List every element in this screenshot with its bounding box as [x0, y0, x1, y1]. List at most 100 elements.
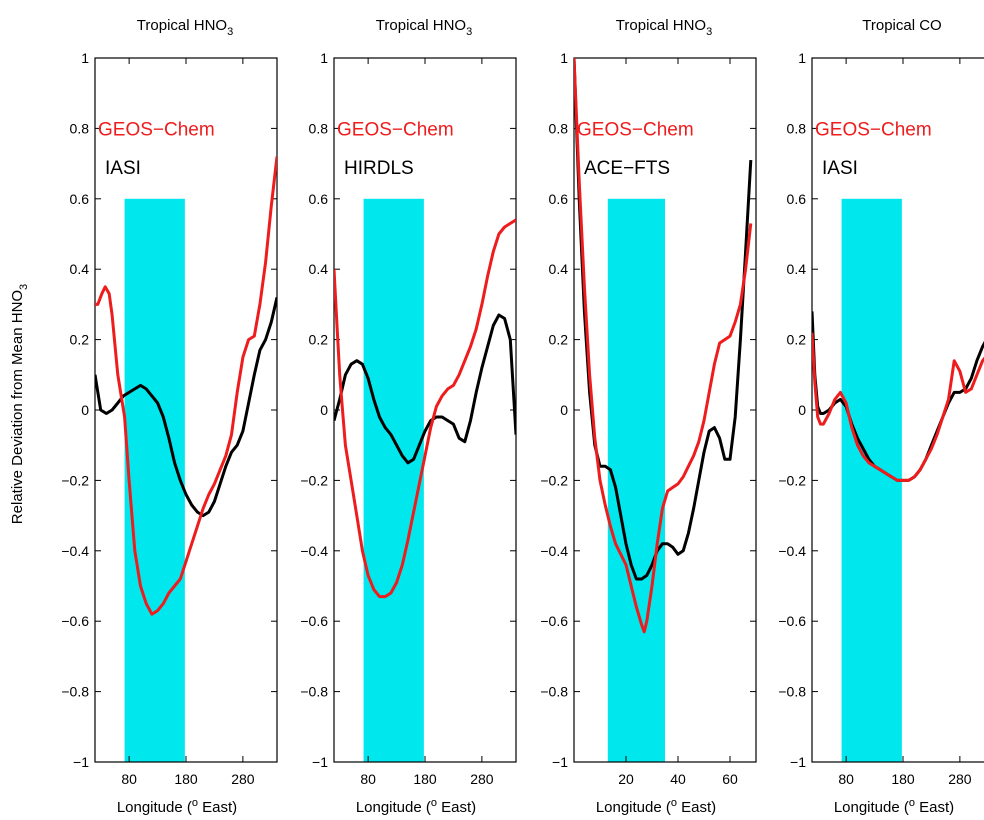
y-axis-label-text: Relative Deviation from Mean HNO — [9, 290, 26, 524]
y-tick-label: 0.2 — [70, 332, 90, 348]
y-tick-label: −0.2 — [300, 472, 328, 488]
x-tick-label: 280 — [948, 771, 972, 787]
panel-title: Tropical HNO3 — [376, 17, 472, 38]
obs-series-line — [574, 58, 753, 581]
highlight-band — [607, 198, 665, 763]
y-tick-label: 0.6 — [70, 191, 90, 207]
y-tick-label: −0.4 — [61, 543, 89, 559]
x-tick-label: 80 — [121, 771, 137, 787]
legend-obs: IASI — [105, 158, 141, 179]
y-tick-label: 1 — [798, 50, 806, 66]
panel-title-subscript: 3 — [227, 26, 233, 38]
model-series-line — [334, 218, 516, 599]
model-series-line — [812, 332, 984, 482]
legend-model: GEOS−Chem — [337, 119, 454, 140]
y-tick-label: −0.6 — [300, 613, 328, 629]
y-tick-label: −0.2 — [540, 472, 568, 488]
y-tick-label: 0.4 — [787, 261, 807, 277]
y-tick-label: −0.6 — [778, 613, 806, 629]
y-tick-label: −1 — [312, 754, 328, 770]
x-axis-label-superscript: o — [671, 797, 677, 809]
panel-title-text: Tropical HNO — [376, 17, 466, 34]
legend-obs: ACE−FTS — [584, 158, 670, 179]
model-series-line — [95, 156, 277, 616]
y-axis-label: Relative Deviation from Mean HNO3 — [9, 284, 30, 524]
y-tick-label: 0.6 — [787, 191, 807, 207]
legend-model: GEOS−Chem — [98, 119, 215, 140]
y-tick-label: 0.8 — [549, 120, 569, 136]
y-tick-label: 0.4 — [70, 261, 90, 277]
x-axis-label-text: Longitude ( — [834, 799, 909, 816]
y-tick-label: −0.8 — [300, 684, 328, 700]
legend-model: GEOS−Chem — [577, 119, 694, 140]
highlight-band — [363, 198, 424, 763]
x-tick-label: 280 — [231, 771, 255, 787]
x-axis-label-unit: East) — [915, 799, 954, 816]
y-tick-label: 0 — [560, 402, 568, 418]
x-axis-label-superscript: o — [192, 797, 198, 809]
x-axis-label-superscript: o — [431, 797, 437, 809]
x-axis-label-text: Longitude ( — [356, 799, 431, 816]
x-tick-label: 60 — [722, 771, 738, 787]
y-tick-label: −0.8 — [61, 684, 89, 700]
x-tick-label: 20 — [618, 771, 634, 787]
y-tick-label: 0.2 — [787, 332, 807, 348]
panel-title: Tropical CO — [862, 17, 941, 34]
y-tick-label: −0.4 — [300, 543, 328, 559]
legend-model: GEOS−Chem — [815, 119, 932, 140]
highlight-band — [124, 198, 185, 763]
y-tick-label: −0.8 — [778, 684, 806, 700]
panel-title: Tropical HNO3 — [137, 17, 233, 38]
y-tick-label: −0.8 — [540, 684, 568, 700]
highlight-band — [841, 198, 902, 763]
y-tick-label: −0.2 — [778, 472, 806, 488]
y-tick-label: −1 — [552, 754, 568, 770]
obs-series-line — [95, 297, 277, 518]
y-tick-label: 1 — [560, 50, 568, 66]
x-axis-label: Longitude (o East) — [834, 797, 954, 816]
panel-title-text: Tropical HNO — [616, 17, 706, 34]
panel-title-text: Tropical HNO — [137, 17, 227, 34]
x-tick-label: 280 — [470, 771, 494, 787]
y-tick-label: −0.6 — [540, 613, 568, 629]
panel-title-subscript: 3 — [706, 26, 712, 38]
x-axis-label-superscript: o — [909, 797, 915, 809]
y-tick-label: 0.4 — [309, 261, 329, 277]
y-axis-label-subscript: 3 — [18, 284, 30, 290]
y-tick-label: 0.8 — [787, 120, 807, 136]
y-tick-label: −0.4 — [778, 543, 806, 559]
legend-obs: IASI — [822, 158, 858, 179]
y-tick-label: −1 — [73, 754, 89, 770]
panel-title: Tropical HNO3 — [616, 17, 712, 38]
y-tick-label: 0 — [798, 402, 806, 418]
x-axis-label: Longitude (o East) — [117, 797, 237, 816]
x-axis-label: Longitude (o East) — [596, 797, 716, 816]
x-axis-label-unit: East) — [437, 799, 476, 816]
x-tick-label: 180 — [174, 771, 198, 787]
panel-title-subscript: 3 — [466, 26, 472, 38]
y-tick-label: −0.6 — [61, 613, 89, 629]
x-axis-label: Longitude (o East) — [356, 797, 476, 816]
x-axis-label-unit: East) — [198, 799, 237, 816]
y-tick-label: 0 — [81, 402, 89, 418]
y-tick-label: 0.4 — [549, 261, 569, 277]
y-tick-label: 0.8 — [70, 120, 90, 136]
y-tick-label: 0 — [320, 402, 328, 418]
obs-series-line — [334, 313, 516, 465]
y-tick-label: 0.8 — [309, 120, 329, 136]
x-tick-label: 80 — [838, 771, 854, 787]
panel-3: −1 −0.8 −0.6 −0.4 −0.2 0 0.2 0.4 0.6 0.8 1 20 40 60 Lo… — [540, 17, 757, 816]
x-tick-label: 180 — [891, 771, 915, 787]
legend-obs: HIRDLS — [344, 158, 414, 179]
x-axis-label-unit: East) — [677, 799, 716, 816]
y-tick-label: 0.2 — [309, 332, 329, 348]
y-tick-label: 0.6 — [549, 191, 569, 207]
y-tick-label: −0.4 — [540, 543, 568, 559]
panel-title-text: Tropical CO — [862, 17, 941, 34]
y-tick-label: 0.6 — [309, 191, 329, 207]
